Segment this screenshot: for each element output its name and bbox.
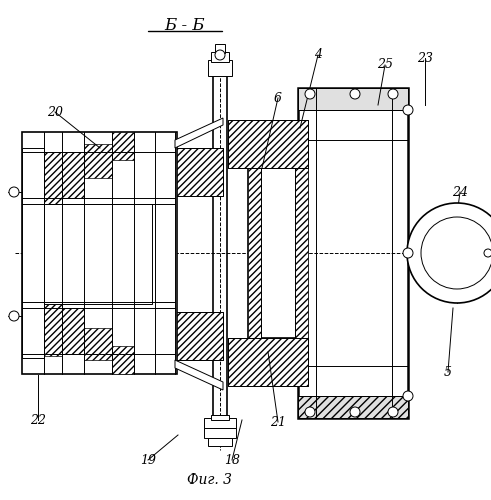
Circle shape [403, 391, 413, 401]
Bar [248, 168, 308, 338]
Bar [215, 44, 225, 53]
Text: 18: 18 [224, 454, 240, 466]
Bar [248, 168, 261, 338]
Bar [44, 204, 152, 304]
Circle shape [350, 89, 360, 99]
Circle shape [305, 407, 315, 417]
Bar [22, 132, 177, 374]
Circle shape [407, 203, 491, 303]
Bar [211, 415, 229, 420]
Bar [62, 152, 84, 198]
Bar [295, 168, 308, 338]
Bar [228, 338, 308, 386]
Text: 24: 24 [452, 186, 468, 198]
Circle shape [403, 105, 413, 115]
Text: 25: 25 [377, 58, 393, 71]
Circle shape [9, 187, 19, 197]
Bar [84, 144, 112, 178]
Bar [175, 312, 223, 360]
Circle shape [421, 217, 491, 289]
Bar [208, 60, 232, 76]
Circle shape [388, 89, 398, 99]
Circle shape [403, 248, 413, 258]
Bar [228, 338, 308, 386]
Circle shape [388, 407, 398, 417]
Bar [298, 88, 408, 418]
Bar [298, 396, 408, 418]
Circle shape [350, 407, 360, 417]
Bar [298, 88, 408, 110]
Polygon shape [175, 118, 223, 148]
Text: 6: 6 [274, 92, 282, 104]
Bar [44, 302, 62, 356]
Text: 4: 4 [314, 48, 322, 62]
Bar [228, 120, 308, 168]
Bar [298, 88, 408, 110]
Bar [175, 148, 223, 196]
Circle shape [9, 311, 19, 321]
Bar [84, 328, 112, 360]
Text: 22: 22 [30, 414, 46, 426]
Bar [208, 438, 232, 446]
Circle shape [215, 50, 225, 60]
Circle shape [484, 249, 491, 257]
Bar [298, 396, 408, 418]
Bar [228, 120, 308, 168]
Text: 20: 20 [47, 106, 63, 118]
Bar [44, 152, 62, 204]
Bar [211, 52, 229, 62]
Bar [62, 308, 84, 354]
Bar [175, 148, 223, 196]
Bar [22, 148, 44, 358]
Circle shape [305, 89, 315, 99]
Bar [204, 428, 236, 438]
Bar [112, 346, 134, 374]
Text: 23: 23 [417, 52, 433, 64]
Polygon shape [175, 360, 223, 390]
Bar [175, 312, 223, 360]
Text: Б - Б: Б - Б [164, 16, 205, 34]
Text: Фиг. 3: Фиг. 3 [188, 473, 233, 487]
Text: 19: 19 [140, 454, 156, 466]
Text: 5: 5 [444, 366, 452, 378]
Bar [112, 132, 134, 160]
Text: 21: 21 [270, 416, 286, 428]
Bar [204, 418, 236, 428]
